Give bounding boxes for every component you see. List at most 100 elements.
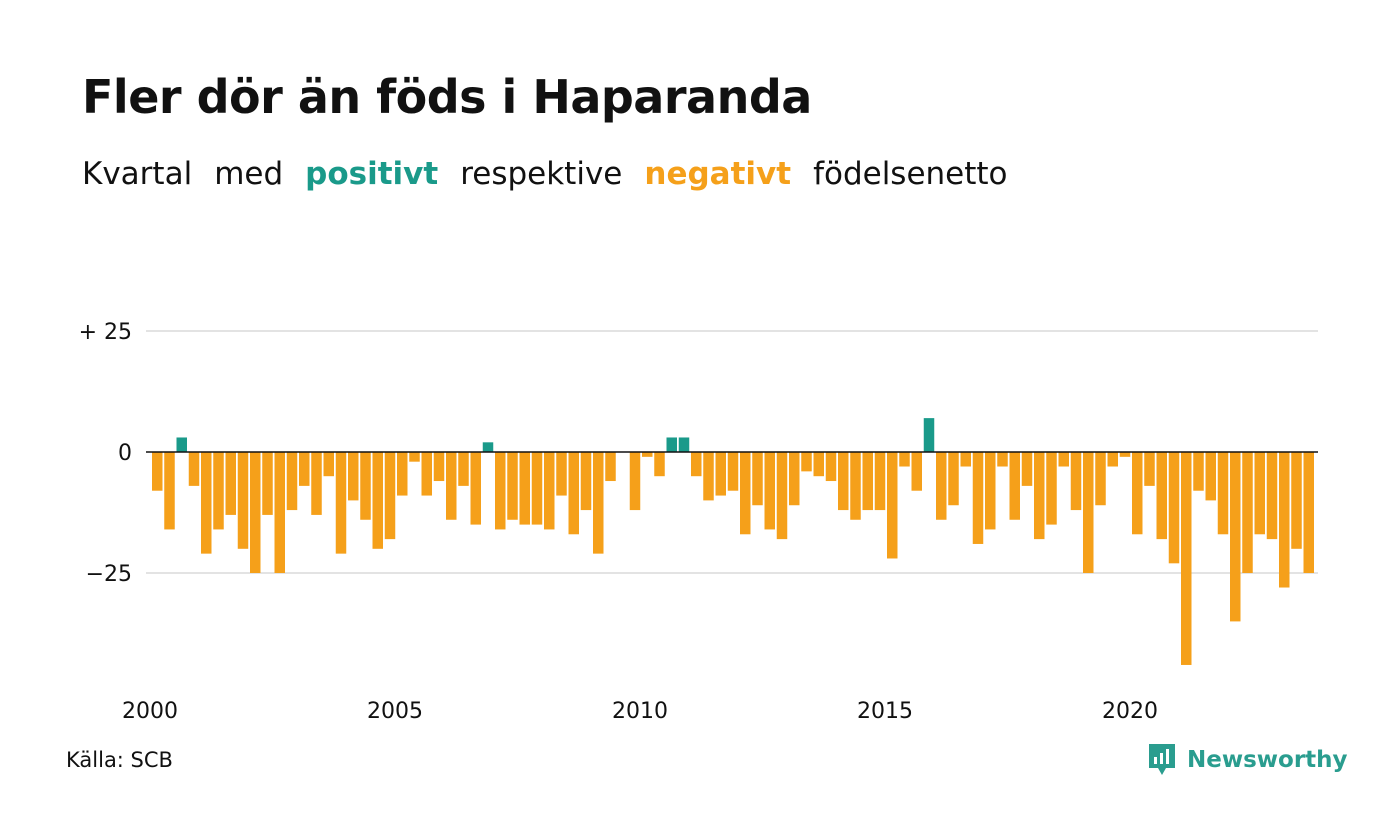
bar	[936, 452, 947, 520]
bar	[1021, 452, 1033, 486]
y-tick-label: + 25	[79, 320, 132, 345]
bar	[495, 452, 506, 530]
brand-name: Newsworthy	[1187, 747, 1348, 773]
bar	[568, 452, 579, 535]
subtitle-part-1: Kvartal	[82, 156, 193, 192]
bar	[1119, 452, 1131, 457]
bar	[164, 452, 175, 530]
bar	[593, 452, 604, 554]
bar	[1156, 452, 1167, 540]
bar	[1058, 452, 1069, 467]
bar	[188, 452, 200, 486]
y-tick-label: 0	[118, 441, 132, 466]
bar	[1095, 452, 1106, 506]
bar	[727, 452, 739, 491]
bar	[838, 452, 849, 511]
brand-logo[interactable]: Newsworthy	[1147, 742, 1348, 778]
bar	[384, 452, 396, 540]
bar	[1254, 452, 1265, 535]
bar	[666, 437, 677, 452]
bar	[286, 452, 298, 511]
bar	[201, 452, 212, 554]
bar	[1266, 452, 1278, 540]
bar	[519, 452, 530, 525]
bar	[985, 452, 996, 530]
bar	[1205, 452, 1216, 501]
bar	[1217, 452, 1229, 535]
grid-layer	[146, 330, 1318, 574]
bar	[1107, 452, 1118, 467]
bar	[923, 418, 935, 452]
bar	[360, 452, 371, 520]
bar	[1181, 452, 1192, 665]
bar	[274, 452, 285, 573]
bar	[250, 452, 261, 573]
bar	[580, 452, 592, 511]
bar	[372, 452, 383, 549]
bar	[323, 452, 334, 477]
subtitle-part-4: födelsenetto	[813, 156, 1008, 192]
x-tick-label: 2020	[1102, 699, 1158, 724]
bar	[654, 452, 665, 477]
bar	[1034, 452, 1045, 540]
bar	[397, 452, 408, 496]
bar	[1132, 452, 1143, 535]
bar	[960, 452, 971, 467]
bar	[335, 452, 347, 554]
bar	[213, 452, 224, 530]
bar	[299, 452, 310, 486]
bar	[262, 452, 273, 515]
bar	[997, 452, 1008, 467]
bar	[1083, 452, 1094, 573]
bar	[152, 452, 163, 491]
bar	[764, 452, 775, 530]
bar	[1144, 452, 1155, 486]
bar	[801, 452, 812, 472]
bar	[421, 452, 432, 496]
bar	[911, 452, 922, 491]
bar	[544, 452, 555, 530]
bar	[703, 452, 714, 501]
x-tick-label: 2000	[122, 699, 178, 724]
bar	[605, 452, 616, 482]
bar	[874, 452, 886, 511]
bar	[1291, 452, 1302, 549]
bar	[458, 452, 469, 486]
bar	[237, 452, 249, 549]
bar	[972, 452, 984, 544]
bar	[862, 452, 873, 511]
bar	[715, 452, 726, 496]
x-tick-label: 2015	[857, 699, 913, 724]
bar	[1168, 452, 1180, 564]
source-note: Källa: SCB	[66, 748, 173, 772]
bar	[887, 452, 898, 559]
bar	[176, 437, 187, 452]
subtitle-part-2: med	[214, 156, 284, 192]
x-tick-label: 2010	[612, 699, 668, 724]
bar	[531, 452, 543, 525]
subtitle-positive: positivt	[305, 156, 439, 192]
bar	[629, 452, 641, 511]
bar	[776, 452, 788, 540]
bar	[1242, 452, 1253, 573]
bar	[1279, 452, 1290, 588]
bar	[507, 452, 518, 520]
bar	[752, 452, 763, 506]
bar	[1303, 452, 1314, 573]
axis-layer: + 25 0 −25 2000 2005 2010 2015 2020	[79, 320, 1318, 724]
bar	[642, 452, 653, 457]
subtitle-part-3: respektive	[460, 156, 623, 192]
bar	[225, 452, 236, 515]
bar	[1230, 452, 1241, 622]
subtitle-negative: negativt	[644, 156, 792, 192]
bar	[691, 452, 702, 477]
bar	[482, 442, 494, 452]
x-tick-label: 2005	[367, 699, 423, 724]
y-tick-label: −25	[86, 562, 132, 587]
bar	[433, 452, 445, 482]
bar	[409, 452, 420, 462]
bar	[446, 452, 457, 520]
bar	[740, 452, 751, 535]
bar	[1046, 452, 1057, 525]
